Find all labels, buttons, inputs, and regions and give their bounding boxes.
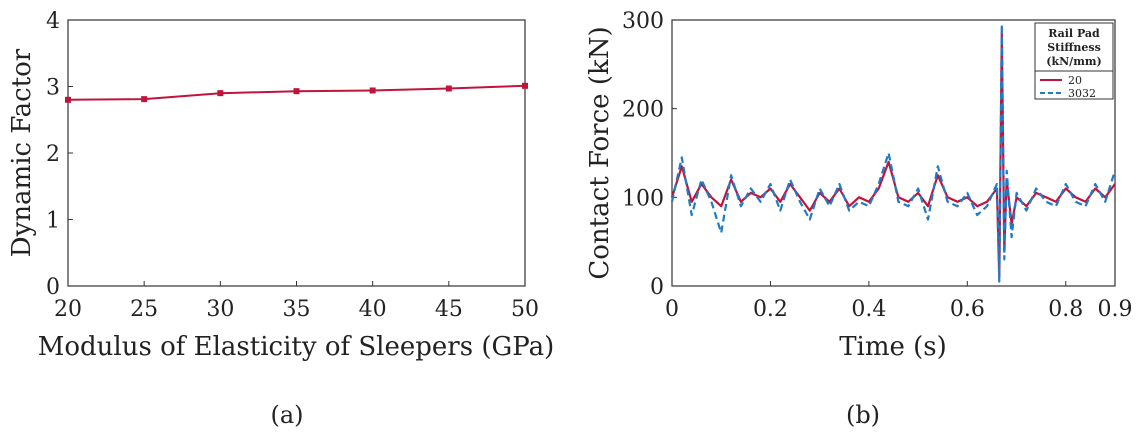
chart-a-point-6 <box>522 82 528 89</box>
chart-b-x-tick-label-4: 0.8 <box>1048 297 1083 322</box>
chart-a-point-4 <box>369 87 376 94</box>
chart-b: 0 0.2 0.4 0.6 0.8 0.9 0 100 200 300 Contact Forc… <box>585 9 1133 429</box>
chart-a-y-tick-label-4: 4 <box>46 9 60 34</box>
chart-b-x-tick-label-5: 0.9 <box>1098 297 1133 322</box>
chart-a-x-tick-label-5: 45 <box>435 297 463 322</box>
chart-a-series <box>65 82 528 103</box>
chart-a-y-tick-label-2: 2 <box>46 142 60 167</box>
legend-title-line-1: Rail Pad <box>1048 27 1100 40</box>
chart-a: 20 25 30 35 40 45 50 0 1 2 3 4 Dynamic Factor Modu… <box>7 9 554 429</box>
legend-entry-series-1: 20 <box>1068 74 1082 87</box>
chart-a-x-tick-label-4: 40 <box>359 297 387 322</box>
chart-a-point-3 <box>293 88 300 95</box>
chart-b-panel-label: (b) <box>846 401 880 429</box>
legend-entry-series-2: 3032 <box>1068 87 1096 100</box>
chart-a-y-tick-label-3: 3 <box>46 76 60 101</box>
chart-b-x-tick-label-1: 0.2 <box>753 297 788 322</box>
chart-a-ylabel: Dynamic Factor <box>7 48 37 257</box>
chart-a-x-tick-label-3: 35 <box>283 297 311 322</box>
legend-title-line-2: Stiffness <box>1047 41 1101 54</box>
chart-b-x-tick-label-3: 0.6 <box>950 297 985 322</box>
chart-a-panel-label: (a) <box>270 401 303 429</box>
chart-a-y-tick-label-1: 1 <box>46 209 60 234</box>
chart-a-y-ticks: 0 1 2 3 4 <box>46 9 73 300</box>
chart-b-x-tick-label-0: 0 <box>665 297 679 322</box>
chart-a-y-tick-label-0: 0 <box>46 275 60 300</box>
chart-a-x-tick-label-0: 20 <box>54 297 82 322</box>
chart-a-point-5 <box>445 85 452 92</box>
chart-b-series <box>670 23 1117 283</box>
chart-b-y-tick-label-2: 200 <box>622 98 664 123</box>
chart-b-y-ticks: 0 100 200 300 <box>622 9 677 300</box>
chart-b-y-tick-label-0: 0 <box>650 275 664 300</box>
chart-a-xlabel: Modulus of Elasticity of Sleepers (GPa) <box>38 332 554 362</box>
legend-box <box>1034 22 1114 100</box>
chart-b-plot-area <box>671 19 1116 287</box>
chart-b-y-tick-label-1: 100 <box>622 186 664 211</box>
chart-b-ylabel: Contact Force (kN) <box>585 26 615 279</box>
chart-a-plot-area <box>67 19 526 287</box>
chart-a-x-tick-label-2: 30 <box>206 297 234 322</box>
chart-b-xlabel: Time (s) <box>839 332 947 362</box>
chart-a-point-1 <box>141 96 148 103</box>
chart-b-y-tick-label-3: 300 <box>622 9 664 34</box>
chart-a-point-0 <box>65 96 71 103</box>
legend-title-line-3: (kN/mm) <box>1046 55 1101 68</box>
chart-b-x-ticks: 0 0.2 0.4 0.6 0.8 0.9 <box>665 281 1133 322</box>
chart-a-point-2 <box>217 90 224 97</box>
chart-a-x-tick-label-6: 50 <box>511 297 539 322</box>
chart-b-x-tick-label-2: 0.4 <box>851 297 886 322</box>
chart-b-legend: Rail Pad Stiffness (kN/mm) 20 3032 <box>1034 22 1114 100</box>
chart-b-series-line-2 <box>670 23 1117 283</box>
chart-a-x-ticks: 20 25 30 35 40 45 50 <box>54 281 539 322</box>
chart-a-x-tick-label-1: 25 <box>130 297 158 322</box>
